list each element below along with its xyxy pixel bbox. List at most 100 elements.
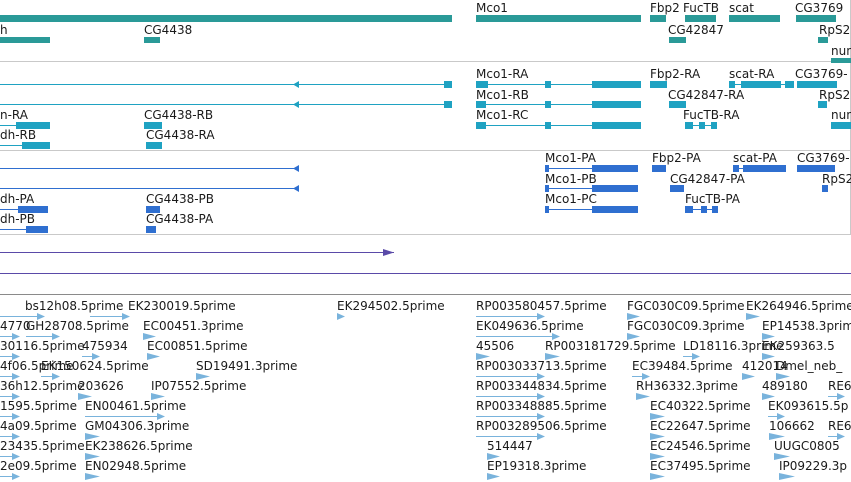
- cds-label[interactable]: Mco1-PB: [545, 172, 597, 186]
- cds-glyph[interactable]: [670, 185, 684, 192]
- transcript-glyph[interactable]: [0, 101, 452, 108]
- transcript-glyph[interactable]: [146, 142, 162, 149]
- est-label[interactable]: bs12h08.5prime: [25, 299, 124, 313]
- est-arrow[interactable]: [650, 413, 665, 420]
- transcript-glyph[interactable]: [476, 122, 641, 129]
- transcript-label[interactable]: scat-RA: [729, 67, 775, 81]
- cds-label[interactable]: Fbp2-PA: [652, 151, 701, 165]
- est-label[interactable]: EP14538.3prim: [762, 319, 851, 333]
- est-label[interactable]: 475934: [82, 339, 128, 353]
- est-arrow[interactable]: [0, 353, 20, 360]
- gene-span[interactable]: [831, 58, 851, 63]
- est-arrow[interactable]: [0, 393, 20, 400]
- est-arrow[interactable]: [476, 313, 545, 320]
- cds-glyph[interactable]: [733, 165, 786, 172]
- est-arrow[interactable]: [762, 333, 775, 340]
- est-label[interactable]: EN00461.5prime: [85, 399, 187, 413]
- est-label[interactable]: RP003033713.5prime: [476, 359, 607, 373]
- est-arrow[interactable]: [828, 393, 845, 400]
- cds-glyph[interactable]: [146, 206, 160, 213]
- est-arrow[interactable]: [768, 413, 785, 420]
- gene-span[interactable]: [0, 37, 50, 43]
- cds-glyph[interactable]: [545, 165, 638, 172]
- transcript-glyph[interactable]: [729, 81, 794, 88]
- est-label[interactable]: RP003181729.5prime: [545, 339, 676, 353]
- est-arrow[interactable]: [476, 353, 490, 360]
- est-arrow[interactable]: [476, 433, 545, 440]
- est-label[interactable]: EP19318.3prime: [487, 459, 587, 473]
- est-label[interactable]: GH28708.5prime: [26, 319, 129, 333]
- est-label[interactable]: IP09229.3p: [779, 459, 848, 473]
- est-label[interactable]: 412014: [742, 359, 788, 373]
- cds-label[interactable]: CG4438-PB: [146, 192, 215, 206]
- gene-span[interactable]: [0, 15, 452, 22]
- est-arrow[interactable]: [627, 333, 640, 340]
- est-arrow[interactable]: [0, 413, 20, 420]
- feature-glyph[interactable]: [0, 249, 394, 256]
- est-arrow[interactable]: [85, 413, 165, 420]
- gene-span[interactable]: [144, 37, 160, 43]
- est-label[interactable]: EC40322.5prime: [650, 399, 751, 413]
- cds-glyph[interactable]: [685, 206, 718, 213]
- cds-glyph[interactable]: [797, 165, 835, 172]
- est-arrow[interactable]: [776, 373, 790, 380]
- est-arrow[interactable]: [828, 433, 845, 440]
- est-arrow[interactable]: [196, 373, 210, 380]
- transcript-glyph[interactable]: [650, 81, 667, 88]
- gene-span[interactable]: [650, 15, 666, 22]
- est-arrow[interactable]: [85, 453, 100, 460]
- est-label[interactable]: RP003348885.5prime: [476, 399, 607, 413]
- cds-glyph[interactable]: [0, 206, 48, 213]
- est-arrow[interactable]: [151, 393, 165, 400]
- est-label[interactable]: EK049636.5prime: [476, 319, 584, 333]
- est-arrow[interactable]: [627, 313, 640, 320]
- cds-glyph[interactable]: [146, 226, 156, 233]
- est-arrow[interactable]: [82, 353, 100, 360]
- transcript-glyph[interactable]: [685, 122, 717, 129]
- cds-label[interactable]: RpS28: [822, 172, 851, 186]
- est-label[interactable]: RH36332.3prime: [636, 379, 738, 393]
- transcript-glyph[interactable]: [797, 81, 837, 88]
- est-arrow[interactable]: [337, 313, 345, 320]
- est-label[interactable]: EC39484.5prime: [632, 359, 733, 373]
- est-arrow[interactable]: [774, 453, 790, 460]
- est-label[interactable]: 203626: [78, 379, 124, 393]
- gene-label[interactable]: RpS28: [819, 23, 851, 37]
- est-label[interactable]: FGC030C09.3prime: [627, 319, 745, 333]
- est-label[interactable]: RP003580457.5prime: [476, 299, 607, 313]
- transcript-glyph[interactable]: [0, 81, 452, 88]
- gene-label[interactable]: CG4438: [144, 23, 193, 37]
- cds-glyph[interactable]: [0, 226, 48, 233]
- transcript-label[interactable]: Mco1-RB: [476, 88, 529, 102]
- est-label[interactable]: EN02948.5prime: [85, 459, 187, 473]
- gene-label[interactable]: FucTB: [683, 1, 720, 15]
- est-arrow[interactable]: [78, 393, 92, 400]
- est-label[interactable]: RP003289506.5prime: [476, 419, 607, 433]
- est-arrow[interactable]: [650, 433, 665, 440]
- cds-label[interactable]: scat-PA: [733, 151, 777, 165]
- gene-span[interactable]: [818, 37, 828, 43]
- cds-label[interactable]: CG42847-PA: [670, 172, 745, 186]
- est-arrow[interactable]: [143, 333, 156, 340]
- gene-span[interactable]: [729, 15, 780, 22]
- est-label[interactable]: 23435.5prime: [0, 439, 85, 453]
- transcript-glyph[interactable]: [476, 81, 641, 88]
- est-label[interactable]: 4a09.5prime: [0, 419, 77, 433]
- cds-label[interactable]: dh-PB: [0, 212, 36, 226]
- transcript-label[interactable]: FucTB-RA: [683, 108, 740, 122]
- gene-label[interactable]: CG3769: [795, 1, 844, 15]
- est-label[interactable]: 4f06.5prime: [0, 359, 74, 373]
- est-label[interactable]: FGC030C09.5prime: [627, 299, 745, 313]
- est-arrow[interactable]: [41, 373, 60, 380]
- est-arrow[interactable]: [0, 453, 20, 460]
- est-label[interactable]: EK294502.5prime: [337, 299, 445, 313]
- cds-glyph[interactable]: [545, 206, 638, 213]
- est-arrow[interactable]: [650, 473, 665, 480]
- gene-label[interactable]: nun: [831, 44, 851, 58]
- est-label[interactable]: UUGC0805: [774, 439, 840, 453]
- cds-glyph[interactable]: [822, 185, 828, 192]
- est-arrow[interactable]: [545, 353, 560, 360]
- cds-glyph[interactable]: [545, 185, 638, 192]
- gene-span[interactable]: [476, 15, 641, 22]
- transcript-label[interactable]: CG4438-RB: [144, 108, 214, 122]
